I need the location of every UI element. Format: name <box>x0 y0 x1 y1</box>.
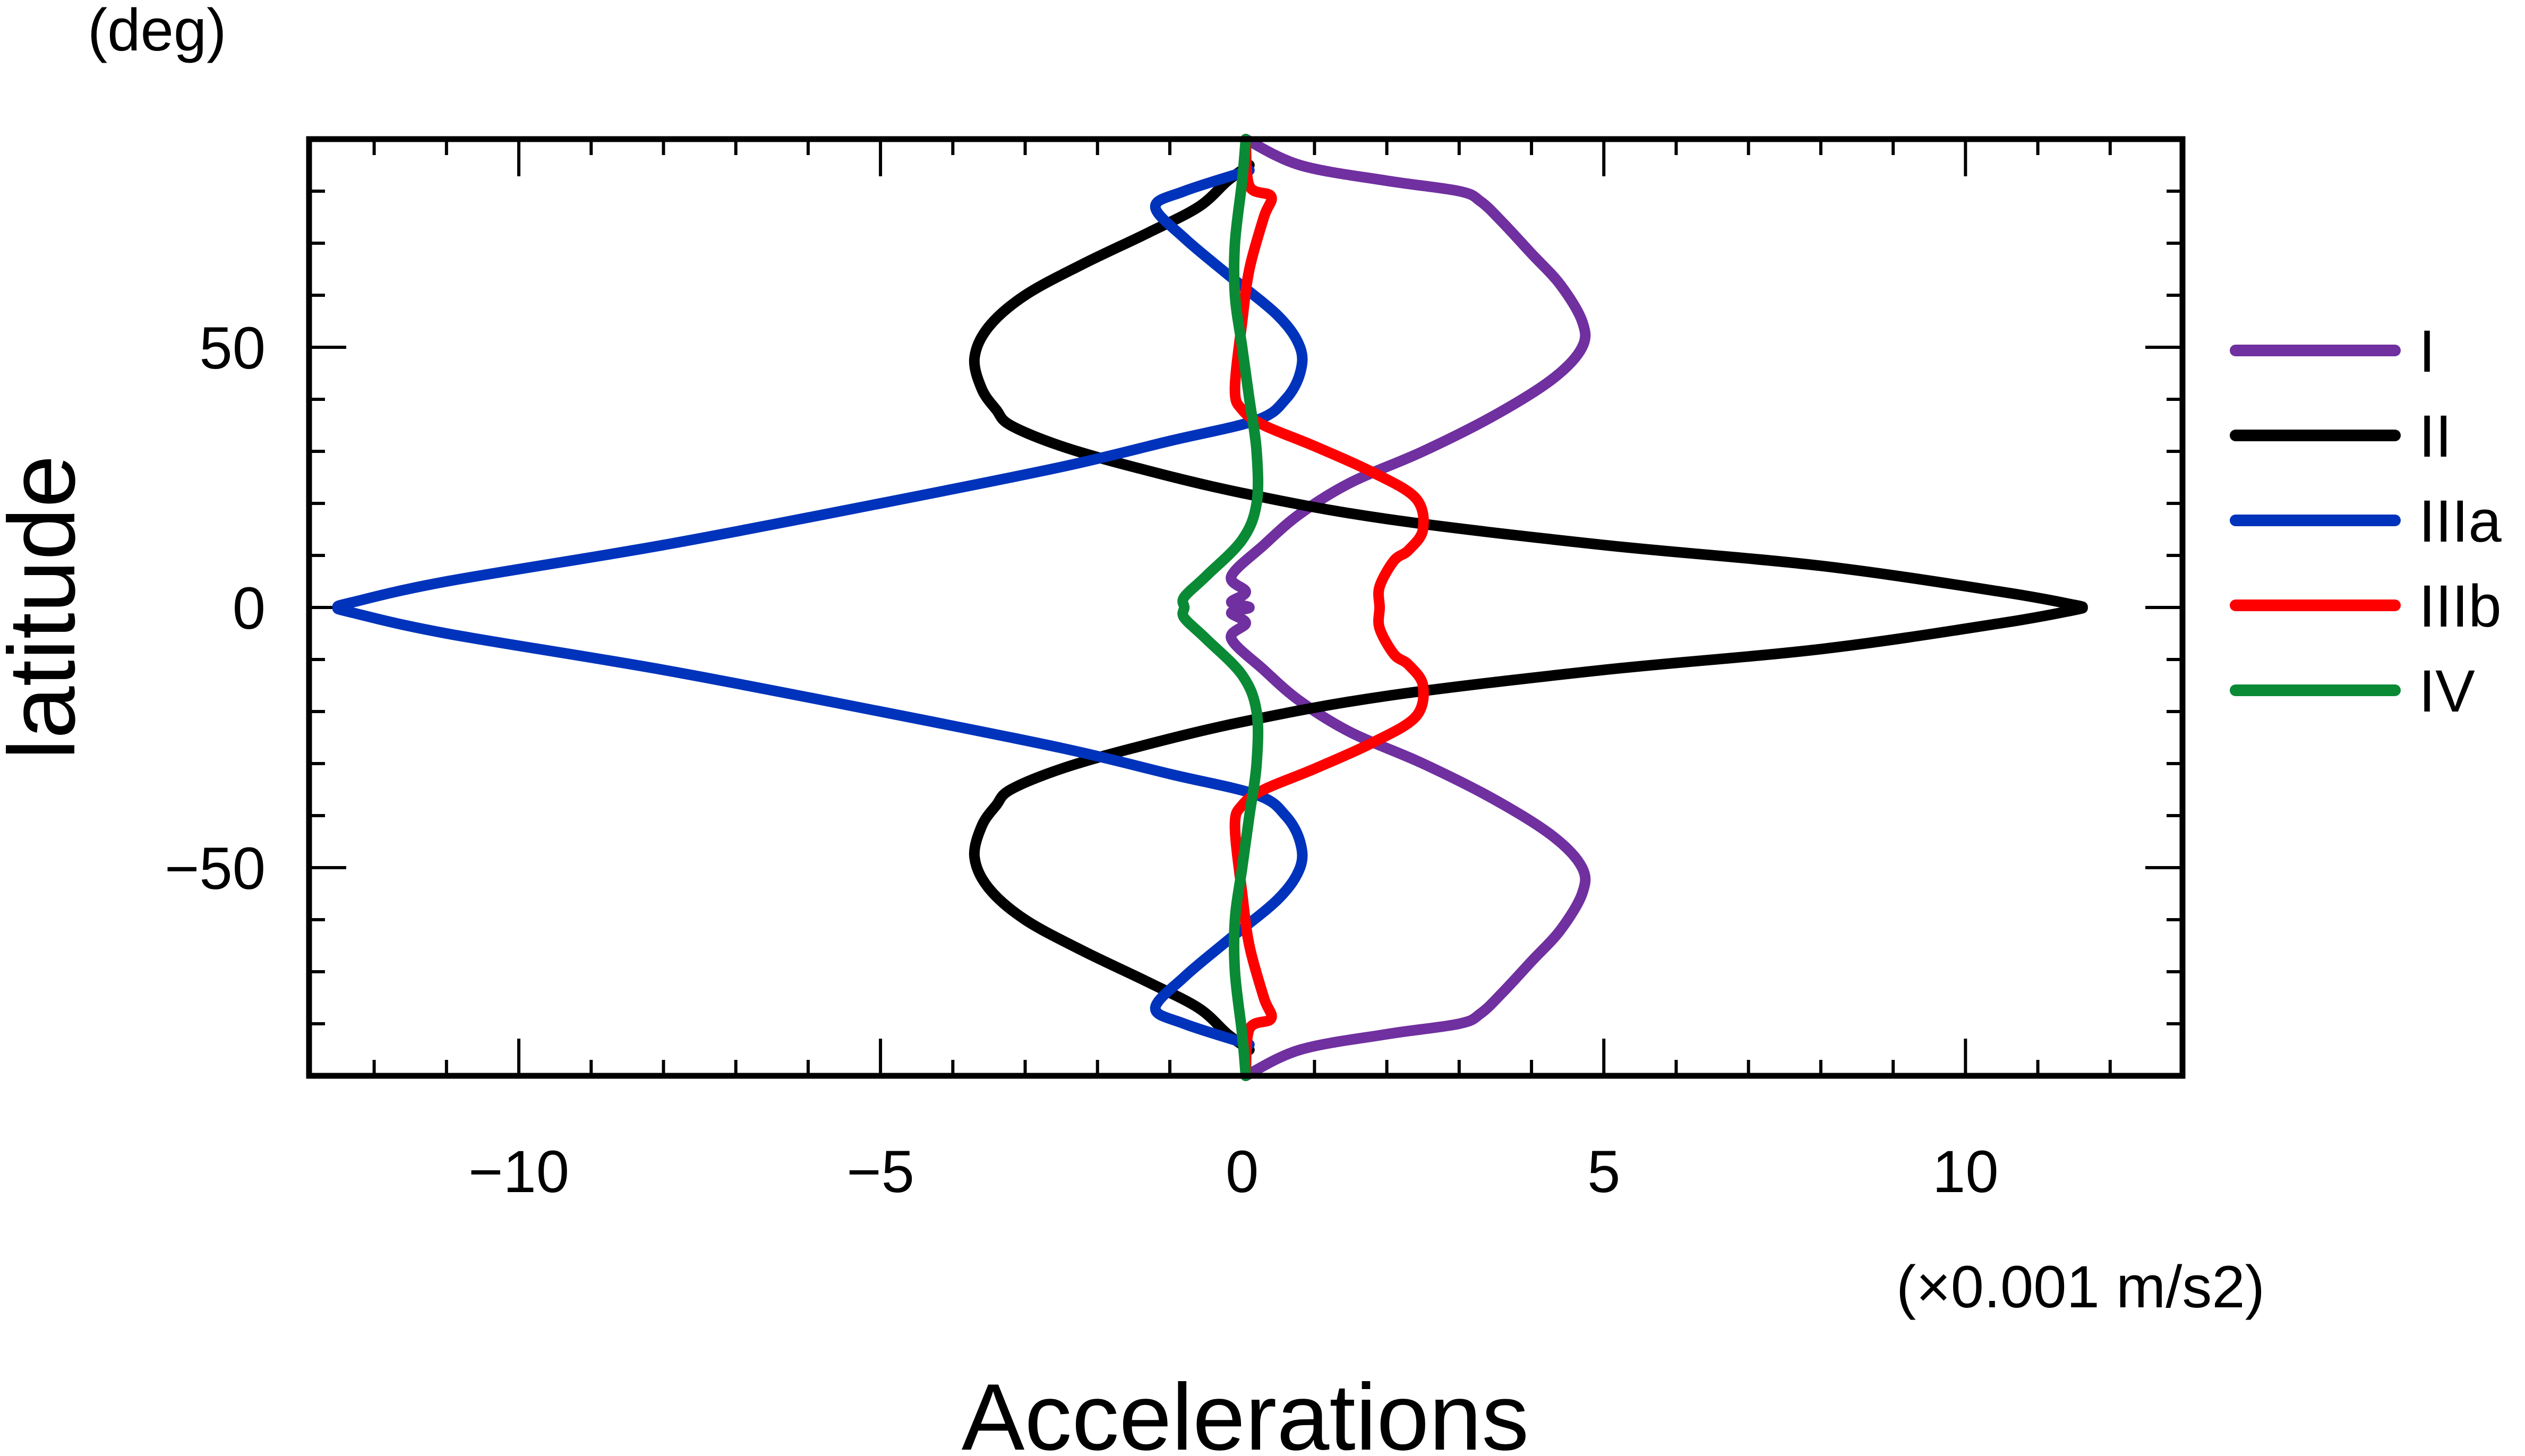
y-unit-label: (deg) <box>88 0 226 63</box>
x-axis-title: Accelerations <box>962 1364 1529 1456</box>
legend-label-iiib: IIIb <box>2419 573 2502 639</box>
x-tick-label: −5 <box>846 1138 914 1205</box>
x-unit-label: (×0.001 m/s2) <box>1896 1254 2265 1320</box>
x-tick-label: 10 <box>1932 1138 1999 1205</box>
y-tick-label: −50 <box>165 835 266 902</box>
legend-label-iv: IV <box>2419 658 2475 724</box>
series-line-i <box>1226 134 1591 1081</box>
series-line-ii <box>969 160 2088 1055</box>
series-lines <box>332 134 2088 1081</box>
series-line-iv <box>1177 134 1264 1081</box>
x-tick-label: 0 <box>1226 1138 1259 1205</box>
plot-frame <box>306 136 2186 1079</box>
x-tick-label: 5 <box>1587 1138 1620 1205</box>
legend-label-ii: II <box>2419 403 2452 469</box>
x-tick-label: −10 <box>468 1138 569 1205</box>
y-axis-title: latitude <box>0 455 95 760</box>
y-tick-label: 50 <box>199 315 266 381</box>
series-line-iiia <box>332 165 1308 1050</box>
y-tick-label: 0 <box>233 575 266 641</box>
legend-label-iiia: IIIa <box>2419 488 2502 554</box>
legend-label-i: I <box>2419 318 2435 384</box>
